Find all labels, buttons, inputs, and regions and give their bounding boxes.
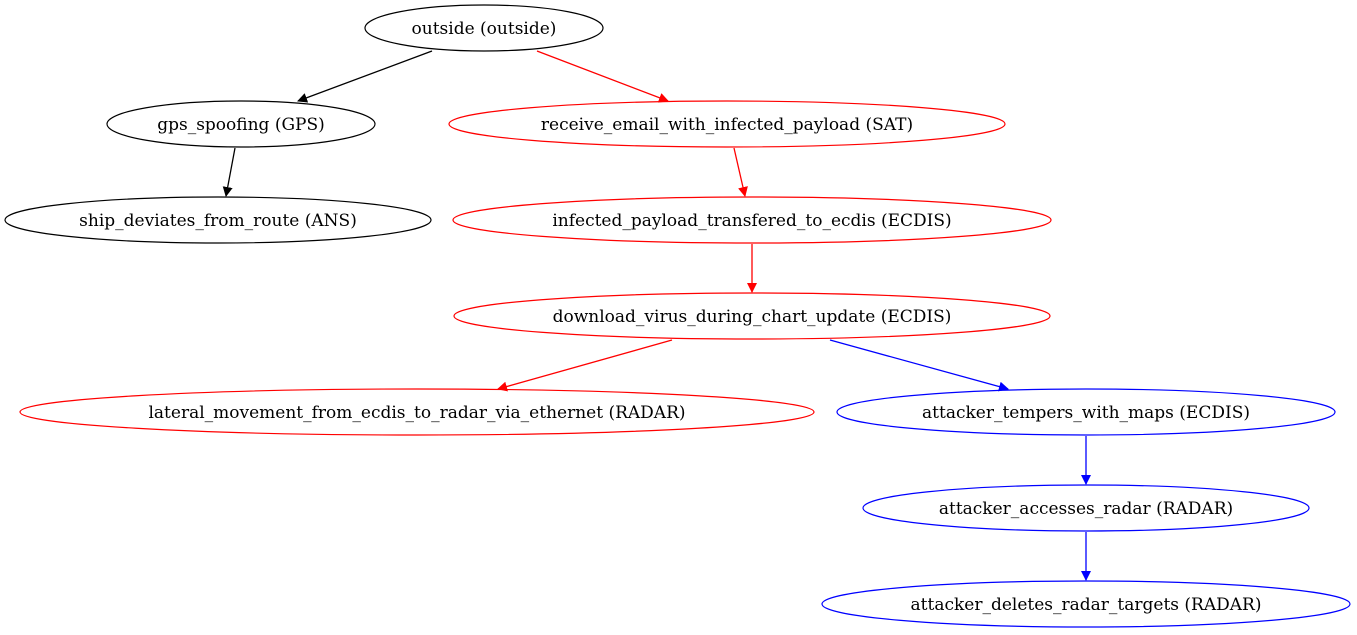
node-deletes_targets: attacker_deletes_radar_targets (RADAR) [821, 580, 1351, 628]
node-gps_spoofing: gps_spoofing (GPS) [106, 100, 376, 148]
nodes-layer: outside (outside) gps_spoofing (GPS) recei… [4, 4, 1351, 628]
node-shape-outside [364, 4, 604, 52]
node-ship_deviates: ship_deviates_from_route (ANS) [4, 196, 432, 244]
node-shape-gps_spoofing [106, 100, 376, 148]
node-infected_payload: infected_payload_transfered_to_ecdis (EC… [452, 196, 1052, 244]
edge-outside-to-gps_spoofing [297, 50, 433, 103]
node-shape-accesses_radar [862, 484, 1310, 532]
node-label-receive_email: receive_email_with_infected_payload (SAT… [541, 115, 913, 135]
node-label-gps_spoofing: gps_spoofing (GPS) [157, 115, 325, 135]
node-tempers_maps: attacker_tempers_with_maps (ECDIS) [836, 388, 1336, 436]
edge-gps_spoofing-to-ship_deviates [222, 147, 236, 197]
node-label-infected_payload: infected_payload_transfered_to_ecdis (EC… [552, 211, 951, 231]
node-outside: outside (outside) [364, 4, 604, 52]
node-shape-ship_deviates [4, 196, 432, 244]
node-label-deletes_targets: attacker_deletes_radar_targets (RADAR) [911, 595, 1262, 615]
node-download_virus: download_virus_during_chart_update (ECDI… [453, 292, 1051, 340]
node-shape-tempers_maps [836, 388, 1336, 436]
node-accesses_radar: attacker_accesses_radar (RADAR) [862, 484, 1310, 532]
node-shape-download_virus [453, 292, 1051, 340]
node-shape-deletes_targets [821, 580, 1351, 628]
node-shape-lateral_movement [19, 388, 815, 436]
node-label-download_virus: download_virus_during_chart_update (ECDI… [553, 307, 952, 327]
node-shape-receive_email [448, 100, 1006, 148]
edges-layer [222, 50, 1091, 581]
edge-download_virus-to-lateral_movement [497, 339, 673, 392]
edge-download_virus-to-tempers_maps [829, 339, 1009, 392]
node-label-accesses_radar: attacker_accesses_radar (RADAR) [939, 499, 1233, 519]
node-shape-infected_payload [452, 196, 1052, 244]
node-label-outside: outside (outside) [412, 19, 557, 39]
node-label-tempers_maps: attacker_tempers_with_maps (ECDIS) [922, 403, 1250, 423]
node-label-ship_deviates: ship_deviates_from_route (ANS) [79, 211, 357, 231]
node-lateral_movement: lateral_movement_from_ecdis_to_radar_via… [19, 388, 815, 436]
edge-receive_email-to-infected_payload [733, 147, 748, 197]
edge-outside-to-receive_email [536, 50, 669, 103]
node-receive_email: receive_email_with_infected_payload (SAT… [448, 100, 1006, 148]
node-label-lateral_movement: lateral_movement_from_ecdis_to_radar_via… [148, 403, 685, 423]
